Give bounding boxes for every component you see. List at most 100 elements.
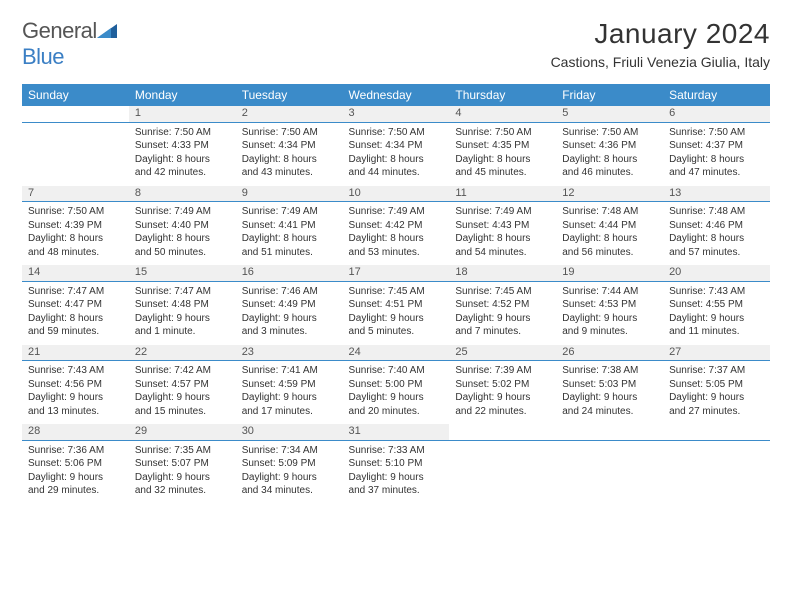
day-cell: Sunrise: 7:33 AMSunset: 5:10 PMDaylight:… xyxy=(343,440,450,504)
day-sunrise: Sunrise: 7:33 AM xyxy=(349,444,444,458)
day-day2: and 9 minutes. xyxy=(562,325,657,339)
day-sunset: Sunset: 5:03 PM xyxy=(562,378,657,392)
day-number-cell: 18 xyxy=(449,265,556,281)
day-day1: Daylight: 8 hours xyxy=(349,232,444,246)
day-cell: Sunrise: 7:45 AMSunset: 4:51 PMDaylight:… xyxy=(343,281,450,345)
day-number-cell: 31 xyxy=(343,424,450,440)
day-sunset: Sunset: 5:00 PM xyxy=(349,378,444,392)
day-day2: and 24 minutes. xyxy=(562,405,657,419)
day-number-cell: 30 xyxy=(236,424,343,440)
day-number-cell: 11 xyxy=(449,186,556,202)
day-number-row: 78910111213 xyxy=(22,186,770,202)
day-body-row: Sunrise: 7:47 AMSunset: 4:47 PMDaylight:… xyxy=(22,281,770,345)
day-cell: Sunrise: 7:47 AMSunset: 4:47 PMDaylight:… xyxy=(22,281,129,345)
day-sunset: Sunset: 4:56 PM xyxy=(28,378,123,392)
day-number-cell xyxy=(22,106,129,122)
day-day2: and 3 minutes. xyxy=(242,325,337,339)
day-number-cell: 17 xyxy=(343,265,450,281)
day-day2: and 46 minutes. xyxy=(562,166,657,180)
day-day2: and 20 minutes. xyxy=(349,405,444,419)
day-sunrise: Sunrise: 7:49 AM xyxy=(135,205,230,219)
day-day2: and 50 minutes. xyxy=(135,246,230,260)
day-sunrise: Sunrise: 7:50 AM xyxy=(455,126,550,140)
day-cell: Sunrise: 7:41 AMSunset: 4:59 PMDaylight:… xyxy=(236,361,343,425)
title-block: January 2024 Castions, Friuli Venezia Gi… xyxy=(551,18,770,70)
day-cell: Sunrise: 7:38 AMSunset: 5:03 PMDaylight:… xyxy=(556,361,663,425)
day-sunrise: Sunrise: 7:50 AM xyxy=(135,126,230,140)
day-day1: Daylight: 9 hours xyxy=(562,312,657,326)
day-number-cell: 26 xyxy=(556,345,663,361)
day-cell: Sunrise: 7:48 AMSunset: 4:46 PMDaylight:… xyxy=(663,202,770,266)
day-sunrise: Sunrise: 7:48 AM xyxy=(669,205,764,219)
day-day1: Daylight: 8 hours xyxy=(562,232,657,246)
day-sunrise: Sunrise: 7:50 AM xyxy=(562,126,657,140)
day-sunrise: Sunrise: 7:34 AM xyxy=(242,444,337,458)
day-day1: Daylight: 8 hours xyxy=(349,153,444,167)
day-sunrise: Sunrise: 7:37 AM xyxy=(669,364,764,378)
day-sunrise: Sunrise: 7:49 AM xyxy=(349,205,444,219)
day-sunrise: Sunrise: 7:50 AM xyxy=(349,126,444,140)
day-number-cell: 25 xyxy=(449,345,556,361)
day-day1: Daylight: 9 hours xyxy=(135,312,230,326)
day-cell xyxy=(22,122,129,186)
day-body-row: Sunrise: 7:43 AMSunset: 4:56 PMDaylight:… xyxy=(22,361,770,425)
day-number-cell: 4 xyxy=(449,106,556,122)
day-number-cell: 27 xyxy=(663,345,770,361)
day-sunrise: Sunrise: 7:50 AM xyxy=(28,205,123,219)
day-cell: Sunrise: 7:43 AMSunset: 4:55 PMDaylight:… xyxy=(663,281,770,345)
day-number-cell xyxy=(663,424,770,440)
day-day1: Daylight: 9 hours xyxy=(135,391,230,405)
day-day2: and 56 minutes. xyxy=(562,246,657,260)
day-day1: Daylight: 9 hours xyxy=(135,471,230,485)
day-day2: and 47 minutes. xyxy=(669,166,764,180)
day-number-cell: 16 xyxy=(236,265,343,281)
day-sunrise: Sunrise: 7:41 AM xyxy=(242,364,337,378)
day-number-cell: 5 xyxy=(556,106,663,122)
day-sunrise: Sunrise: 7:47 AM xyxy=(28,285,123,299)
logo-text: General Blue xyxy=(22,18,117,70)
day-day1: Daylight: 9 hours xyxy=(349,391,444,405)
weekday-header: Wednesday xyxy=(343,84,450,106)
day-sunset: Sunset: 4:36 PM xyxy=(562,139,657,153)
day-cell: Sunrise: 7:49 AMSunset: 4:40 PMDaylight:… xyxy=(129,202,236,266)
day-sunset: Sunset: 4:57 PM xyxy=(135,378,230,392)
day-sunset: Sunset: 4:34 PM xyxy=(242,139,337,153)
day-sunrise: Sunrise: 7:44 AM xyxy=(562,285,657,299)
day-day1: Daylight: 8 hours xyxy=(28,312,123,326)
day-day2: and 44 minutes. xyxy=(349,166,444,180)
day-day1: Daylight: 9 hours xyxy=(669,312,764,326)
day-day2: and 45 minutes. xyxy=(455,166,550,180)
day-sunset: Sunset: 4:51 PM xyxy=(349,298,444,312)
day-body-row: Sunrise: 7:50 AMSunset: 4:39 PM Daylight:… xyxy=(22,202,770,266)
day-day2: and 53 minutes. xyxy=(349,246,444,260)
day-day1: Daylight: 9 hours xyxy=(455,312,550,326)
day-day1: Daylight: 8 hours xyxy=(562,153,657,167)
day-day1: Daylight: 8 hours xyxy=(455,232,550,246)
day-sunset: Sunset: 4:52 PM xyxy=(455,298,550,312)
day-cell xyxy=(449,440,556,504)
weekday-header: Friday xyxy=(556,84,663,106)
day-sunset: Sunset: 4:33 PM xyxy=(135,139,230,153)
day-number-cell: 28 xyxy=(22,424,129,440)
weekday-header-row: Sunday Monday Tuesday Wednesday Thursday… xyxy=(22,84,770,106)
day-sunset: Sunset: 5:10 PM xyxy=(349,457,444,471)
day-cell: Sunrise: 7:42 AMSunset: 4:57 PMDaylight:… xyxy=(129,361,236,425)
logo-word2: Blue xyxy=(22,44,64,69)
day-cell: Sunrise: 7:48 AMSunset: 4:44 PMDaylight:… xyxy=(556,202,663,266)
day-cell: Sunrise: 7:49 AMSunset: 4:43 PMDaylight:… xyxy=(449,202,556,266)
day-cell xyxy=(663,440,770,504)
day-cell: Sunrise: 7:50 AMSunset: 4:37 PMDaylight:… xyxy=(663,122,770,186)
day-cell: Sunrise: 7:36 AMSunset: 5:06 PMDaylight:… xyxy=(22,440,129,504)
day-day1: Daylight: 9 hours xyxy=(242,312,337,326)
day-sunset: Sunset: 5:09 PM xyxy=(242,457,337,471)
day-day1: Daylight: 8 hours xyxy=(242,153,337,167)
day-cell: Sunrise: 7:45 AMSunset: 4:52 PMDaylight:… xyxy=(449,281,556,345)
day-sunset: Sunset: 4:39 PM xyxy=(28,219,123,233)
day-day2: and 15 minutes. xyxy=(135,405,230,419)
day-cell: Sunrise: 7:37 AMSunset: 5:05 PMDaylight:… xyxy=(663,361,770,425)
day-sunrise: Sunrise: 7:45 AM xyxy=(349,285,444,299)
weekday-header: Saturday xyxy=(663,84,770,106)
day-day2: and 27 minutes. xyxy=(669,405,764,419)
day-day2: and 11 minutes. xyxy=(669,325,764,339)
day-number-cell: 22 xyxy=(129,345,236,361)
